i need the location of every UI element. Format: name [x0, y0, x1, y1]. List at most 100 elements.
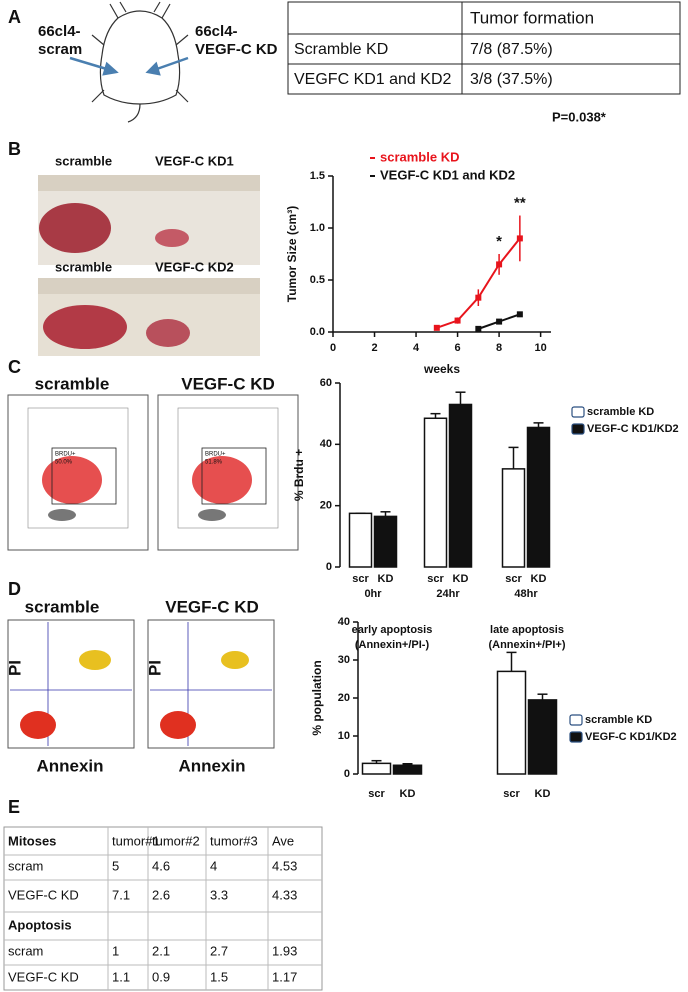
y-tick-label: 1.5: [310, 170, 325, 182]
table-cell: 4.33: [272, 887, 297, 902]
label: Annexin: [178, 756, 245, 775]
table-cell: 2.6: [152, 887, 170, 902]
gate: [201, 447, 267, 505]
table-cell: scram: [8, 943, 43, 958]
panel-label: B: [8, 139, 21, 159]
table-cell: 7.1: [112, 887, 130, 902]
gate-label: BRDU+: [55, 452, 76, 458]
y-tick-label: 1.0: [310, 222, 325, 234]
bar: [527, 699, 558, 775]
label: PI: [145, 660, 164, 676]
x-tick-label: KD: [378, 573, 394, 585]
legend-marker: [571, 423, 585, 435]
bar: [392, 764, 423, 775]
x-tick-label: scr: [368, 788, 385, 800]
bar: [526, 426, 551, 568]
marker: [454, 317, 461, 324]
bar: [448, 403, 473, 568]
y-tick-label: 60: [320, 377, 332, 389]
table-border: [3, 826, 323, 991]
table-header: Ave: [272, 833, 294, 848]
table-cell: VEGF-C KD: [8, 969, 79, 984]
y-tick-label: 0.0: [310, 326, 325, 338]
table-cell: 1.17: [272, 969, 297, 984]
y-tick-label: 20: [338, 692, 350, 704]
table-cell: 3/8 (37.5%): [470, 71, 553, 88]
category-label: late apoptosis: [490, 624, 564, 636]
category-label: (Annexin+/PI-): [355, 639, 430, 651]
x-tick-label: 0: [330, 342, 336, 354]
x-tick-label: KD: [453, 573, 469, 585]
marker: [516, 235, 523, 242]
table-cell: 5: [112, 858, 119, 873]
legend-label: VEGF-C KD1/KD2: [587, 423, 679, 435]
mouse-drawing: [91, 1, 189, 123]
y-tick-label: 20: [320, 500, 332, 512]
table-cell: 2.7: [210, 943, 228, 958]
table-cell: 1.93: [272, 943, 297, 958]
legend-label: scramble KD: [587, 406, 654, 418]
annexin-plot: [7, 619, 275, 749]
x-tick-label: scr: [352, 573, 369, 585]
table-cell: VEGFC KD1 and KD2: [294, 71, 452, 88]
tumor-photo: [38, 175, 260, 356]
table-header: tumor#3: [210, 833, 258, 848]
marker: [496, 261, 503, 268]
label: VEGF-C KD1: [155, 153, 234, 168]
marker: [433, 324, 440, 331]
x-axis-label: weeks: [423, 362, 460, 376]
bar: [496, 670, 527, 775]
gate-label: 50.0%: [55, 460, 73, 466]
table-header: Apoptosis: [8, 917, 72, 932]
y-tick-label: 0.5: [310, 274, 325, 286]
flow-plot: [7, 394, 299, 551]
label: scramble: [25, 597, 100, 616]
p-value: P=0.038*: [552, 109, 607, 124]
bar: [423, 417, 448, 568]
table-cell: 4.53: [272, 858, 297, 873]
category-label: (Annexin+/PI+): [488, 639, 565, 651]
table-cell: 1: [112, 943, 119, 958]
bar: [348, 512, 373, 568]
legend-label: scramble KD: [380, 149, 459, 164]
table-cell: 0.9: [152, 969, 170, 984]
table-cell: 7/8 (87.5%): [470, 41, 553, 58]
legend-label: VEGF-C KD1/KD2: [585, 731, 677, 743]
label: VEGF-C KD: [195, 41, 278, 58]
legend-label: VEGF-C KD1 and KD2: [380, 167, 515, 182]
x-tick-label: 10: [534, 342, 546, 354]
category-label: 48hr: [514, 588, 538, 600]
marker: [475, 325, 482, 332]
panel-label: A: [8, 7, 21, 27]
table-cell: Scramble KD: [294, 41, 388, 58]
table-cell: 1.1: [112, 969, 130, 984]
y-tick-label: 40: [338, 616, 350, 628]
gate-label: 51.8%: [205, 460, 223, 466]
table-header: tumor#2: [152, 833, 200, 848]
category-label: 24hr: [436, 588, 460, 600]
label: PI: [5, 660, 24, 676]
arrows: [69, 56, 189, 76]
label: scramble: [55, 153, 112, 168]
x-tick-label: scr: [427, 573, 444, 585]
table-cell: 3.3: [210, 887, 228, 902]
label: 66cl4-: [195, 23, 238, 40]
legend-marker: [569, 731, 583, 743]
category-label: early apoptosis: [352, 624, 433, 636]
y-axis-label: Tumor Size (cm³): [285, 206, 299, 302]
x-tick-label: KD: [535, 788, 551, 800]
gate-label: BRDU+: [205, 452, 226, 458]
y-tick-label: 40: [320, 438, 332, 450]
y-tick-label: 0: [326, 561, 332, 573]
gate: [51, 447, 117, 505]
annotation: *: [496, 233, 502, 250]
category-label: 0hr: [364, 588, 382, 600]
x-tick-label: KD: [531, 573, 547, 585]
table-border: [287, 1, 681, 95]
x-tick-label: 4: [413, 342, 420, 354]
table-cell: 4.6: [152, 858, 170, 873]
label: scram: [38, 41, 82, 58]
bar: [501, 468, 526, 568]
line: [436, 237, 521, 329]
